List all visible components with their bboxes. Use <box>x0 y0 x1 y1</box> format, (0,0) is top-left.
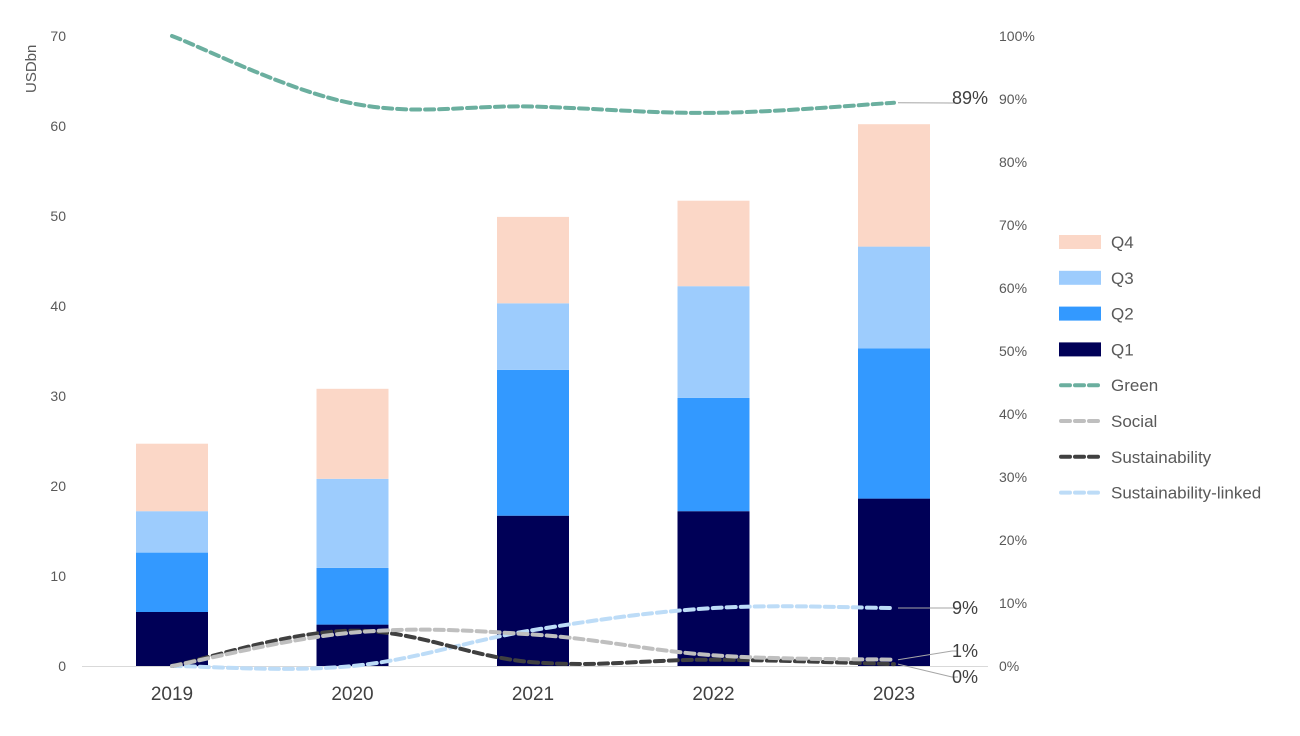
end-label-sustainability-linked: 9% <box>952 598 978 618</box>
bar-q2-2023 <box>858 348 930 498</box>
legend: Q4 Q3 Q2 Q1 Green Social Sustainability Sustain… <box>1059 233 1261 503</box>
x-tick-label: 2021 <box>512 684 554 705</box>
y2-tick-label: 20% <box>999 532 1027 548</box>
y2-tick-label: 40% <box>999 406 1027 422</box>
end-label-green: 89% <box>952 88 988 108</box>
legend-label-q1: Q1 <box>1111 340 1134 359</box>
line-green <box>172 36 894 113</box>
legend-label-q4: Q4 <box>1111 233 1134 252</box>
y2-tick-label: 90% <box>999 91 1027 107</box>
bar-q4-2021 <box>497 217 569 303</box>
bar-q3-2020 <box>317 479 389 568</box>
end-label-sustainability: 0% <box>952 667 978 687</box>
y2-tick-label: 50% <box>999 343 1027 359</box>
x-axis: 2019 2020 2021 2022 2023 <box>151 684 915 705</box>
y2-tick-label: 80% <box>999 154 1027 170</box>
y2-tick-label: 10% <box>999 595 1027 611</box>
y-tick-label: 40 <box>50 298 66 314</box>
legend-label-social: Social <box>1111 412 1157 431</box>
y-tick-label: 0 <box>58 658 66 674</box>
y-tick-label: 20 <box>50 478 66 494</box>
legend-label-sustainability-linked: Sustainability-linked <box>1111 484 1261 503</box>
bar-q1-2022 <box>678 511 750 666</box>
bar-q3-2022 <box>678 286 750 398</box>
right-axis: 0% 10% 20% 30% 40% 50% 60% 70% 80% 90% 100% <box>999 28 1035 674</box>
y2-tick-label: 60% <box>999 280 1027 296</box>
end-label-social: 1% <box>952 641 978 661</box>
legend-swatch-q3 <box>1059 271 1101 285</box>
legend-swatch-q1 <box>1059 342 1101 356</box>
legend-label-q2: Q2 <box>1111 305 1134 324</box>
x-tick-label: 2023 <box>873 684 915 705</box>
y-tick-label: 50 <box>50 208 66 224</box>
x-tick-label: 2020 <box>331 684 373 705</box>
bar-q1-2023 <box>858 499 930 666</box>
bar-q3-2023 <box>858 247 930 349</box>
bar-q2-2022 <box>678 398 750 511</box>
legend-label-sustainability: Sustainability <box>1111 448 1212 467</box>
y-tick-label: 60 <box>50 118 66 134</box>
left-axis: 0 10 20 30 40 50 60 70 <box>50 28 66 674</box>
bars <box>136 124 930 666</box>
bar-q4-2020 <box>317 389 389 479</box>
y-tick-label: 30 <box>50 388 66 404</box>
bar-q4-2019 <box>136 444 208 512</box>
bar-q2-2020 <box>317 568 389 625</box>
y2-tick-label: 100% <box>999 28 1035 44</box>
bar-q4-2022 <box>678 201 750 287</box>
y-tick-label: 70 <box>50 28 66 44</box>
y2-tick-label: 70% <box>999 217 1027 233</box>
y2-tick-label: 30% <box>999 469 1027 485</box>
legend-swatch-q4 <box>1059 235 1101 249</box>
y-axis-title: USDbn <box>23 45 40 93</box>
bar-q3-2019 <box>136 511 208 552</box>
legend-label-q3: Q3 <box>1111 269 1134 288</box>
legend-label-green: Green <box>1111 376 1158 395</box>
x-tick-label: 2019 <box>151 684 193 705</box>
bar-q2-2021 <box>497 370 569 516</box>
bar-q3-2021 <box>497 303 569 370</box>
legend-swatch-q2 <box>1059 307 1101 321</box>
bar-q1-2019 <box>136 612 208 666</box>
bar-q4-2023 <box>858 124 930 246</box>
y-tick-label: 10 <box>50 568 66 584</box>
x-tick-label: 2022 <box>692 684 734 705</box>
bar-q1-2021 <box>497 516 569 666</box>
y2-tick-label: 0% <box>999 658 1019 674</box>
bar-q2-2019 <box>136 553 208 612</box>
